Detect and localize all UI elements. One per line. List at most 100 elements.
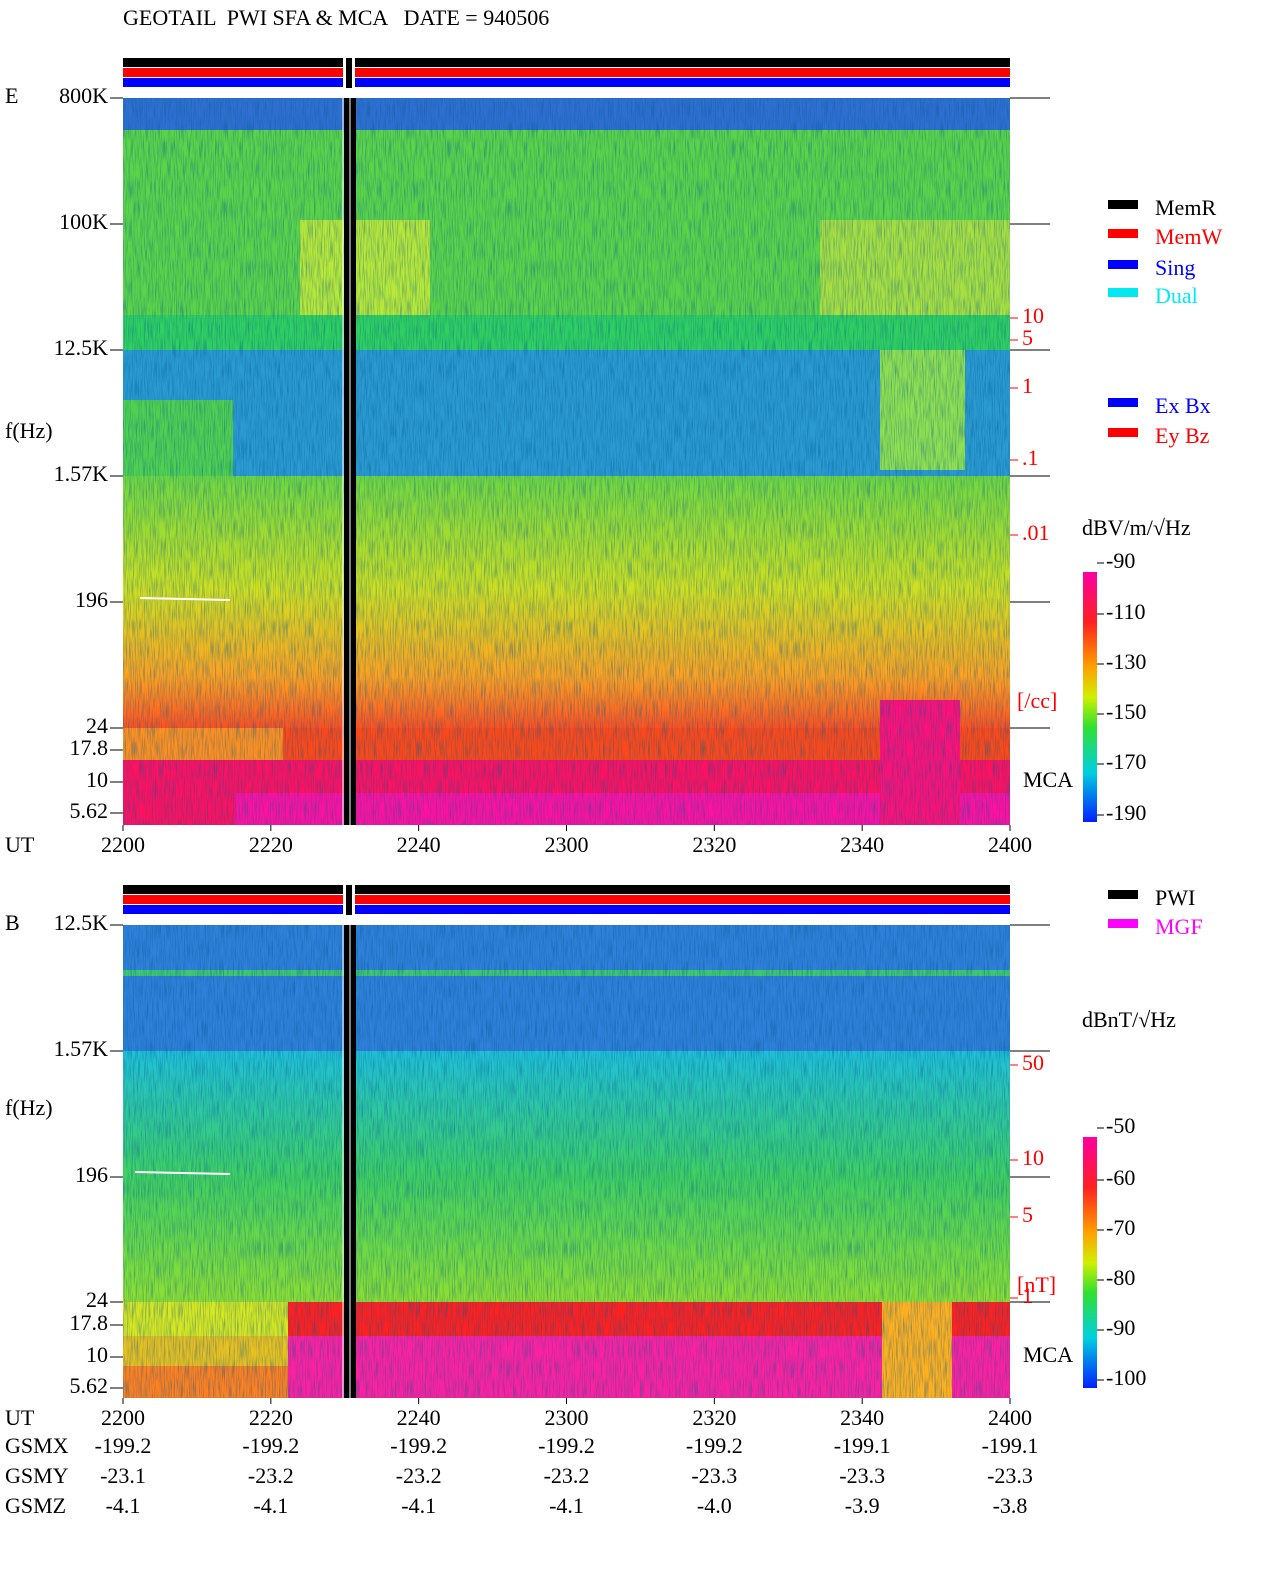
density-label: 5 [1022, 1202, 1033, 1227]
y-tick-label: 5.62 [70, 798, 109, 823]
orbit-value: -199.2 [538, 1433, 595, 1458]
colorbar [1083, 1137, 1097, 1388]
status-gap-fill [346, 885, 352, 915]
orbit-value: -23.2 [396, 1463, 442, 1488]
orbit-value: -199.1 [982, 1433, 1039, 1458]
x-tick-label: 2200 [101, 1405, 145, 1430]
colorbar-tick-label: -90 [1106, 1315, 1135, 1340]
y-tick-label: 12.5K [54, 335, 109, 360]
density-label: 5 [1022, 325, 1033, 350]
orbit-value: -4.1 [549, 1493, 584, 1518]
orbit-value: -199.2 [95, 1433, 152, 1458]
colorbar-tick-label: -50 [1106, 1113, 1135, 1138]
orbit-value: -4.0 [697, 1493, 732, 1518]
orbit-value: -4.1 [106, 1493, 141, 1518]
density-label: .1 [1022, 445, 1039, 470]
colorbar-tick-label: -190 [1106, 800, 1146, 825]
status-gap-fill [346, 58, 352, 88]
x-tick-label: 2400 [988, 832, 1032, 857]
y-tick-label: 1.57K [54, 461, 109, 486]
orbit-value: -23.2 [248, 1463, 294, 1488]
panel-label: B [5, 910, 20, 935]
y-tick-label: 17.8 [70, 735, 109, 760]
legend-label: Ey Bz [1155, 423, 1210, 448]
y-tick-label: 196 [75, 1162, 108, 1187]
orbit-value: -4.1 [253, 1493, 288, 1518]
orbit-value: -199.2 [242, 1433, 299, 1458]
colorbar-label: dBnT/√Hz [1082, 1007, 1176, 1032]
colorbar-label: dBV/m/√Hz [1082, 515, 1191, 540]
mca-label: MCA [1023, 767, 1073, 792]
orbit-value: -23.1 [100, 1463, 146, 1488]
orbit-value: -23.3 [691, 1463, 737, 1488]
panel-label: E [5, 83, 18, 108]
x-tick-label: 2320 [692, 1405, 736, 1430]
legend-label: MemR [1155, 195, 1216, 220]
density-label: [/cc] [1017, 688, 1057, 713]
colorbar-tick-label: -80 [1106, 1265, 1135, 1290]
orbit-value: -3.8 [993, 1493, 1028, 1518]
orbit-label: GSMZ [5, 1493, 66, 1518]
legend-label: MemW [1155, 224, 1222, 249]
legend-swatch [1108, 890, 1138, 899]
status-bar [123, 68, 1010, 77]
orbit-value: -23.3 [839, 1463, 885, 1488]
orbit-value: -199.2 [390, 1433, 447, 1458]
orbit-value: -4.1 [401, 1493, 436, 1518]
colorbar-tick-label: -60 [1106, 1165, 1135, 1190]
y-tick-label: 800K [59, 83, 108, 108]
x-tick-label: 2340 [840, 832, 884, 857]
y-tick-label: 10 [86, 767, 108, 792]
legend-swatch [1108, 428, 1138, 437]
status-bar [123, 58, 1010, 67]
colorbar-tick-label: -130 [1106, 649, 1146, 674]
status-bar [123, 895, 1010, 904]
x-tick-label: 2400 [988, 1405, 1032, 1430]
orbit-value: -199.1 [834, 1433, 891, 1458]
colorbar-tick-label: -110 [1106, 599, 1146, 624]
mca-label: MCA [1023, 1342, 1073, 1367]
trace [134, 1171, 231, 1175]
x-tick-label: 2200 [101, 832, 145, 857]
orbit-label: GSMY [5, 1463, 69, 1488]
legend-swatch [1108, 919, 1138, 928]
colorbar-tick-label: -90 [1106, 548, 1135, 573]
noise [123, 925, 1010, 1398]
y-tick-label: 12.5K [54, 910, 109, 935]
y-tick-label: 5.62 [70, 1373, 109, 1398]
legend-swatch [1108, 288, 1138, 297]
legend-swatch [1108, 200, 1138, 209]
x-tick-label: 2340 [840, 1405, 884, 1430]
legend-label: PWI [1155, 885, 1195, 910]
legend-label: Dual [1155, 283, 1198, 308]
x-tick-label: 2240 [397, 832, 441, 857]
density-label: 10 [1022, 303, 1044, 328]
y-tick-label: 10 [86, 1342, 108, 1367]
y-tick-label: 17.8 [70, 1310, 109, 1335]
y-tick-label: 24 [86, 1287, 108, 1312]
title: GEOTAIL PWI SFA & MCA DATE = 940506 [123, 5, 549, 30]
x-axis-label: UT [5, 832, 35, 857]
legend-label: MGF [1155, 914, 1203, 939]
status-bar [123, 885, 1010, 894]
x-tick-label: 2300 [545, 1405, 589, 1430]
noise [123, 98, 1010, 825]
orbit-value: -23.3 [987, 1463, 1033, 1488]
y-axis-label: f(Hz) [5, 418, 53, 443]
density-label: 1 [1022, 373, 1033, 398]
x-tick-label: 2220 [249, 832, 293, 857]
legend-label: Sing [1155, 255, 1195, 280]
density-label: 1 [1022, 1283, 1033, 1308]
colorbar-tick-label: -100 [1106, 1365, 1146, 1390]
colorbar-tick-label: -150 [1106, 699, 1146, 724]
colorbar [1083, 572, 1097, 822]
orbit-value: -23.2 [544, 1463, 590, 1488]
colorbar-tick-label: -70 [1106, 1215, 1135, 1240]
orbit-value: -3.9 [845, 1493, 880, 1518]
y-axis-label: f(Hz) [5, 1095, 53, 1120]
legend-swatch [1108, 229, 1138, 238]
x-tick-label: 2220 [249, 1405, 293, 1430]
density-label: [nT] [1017, 1272, 1056, 1297]
